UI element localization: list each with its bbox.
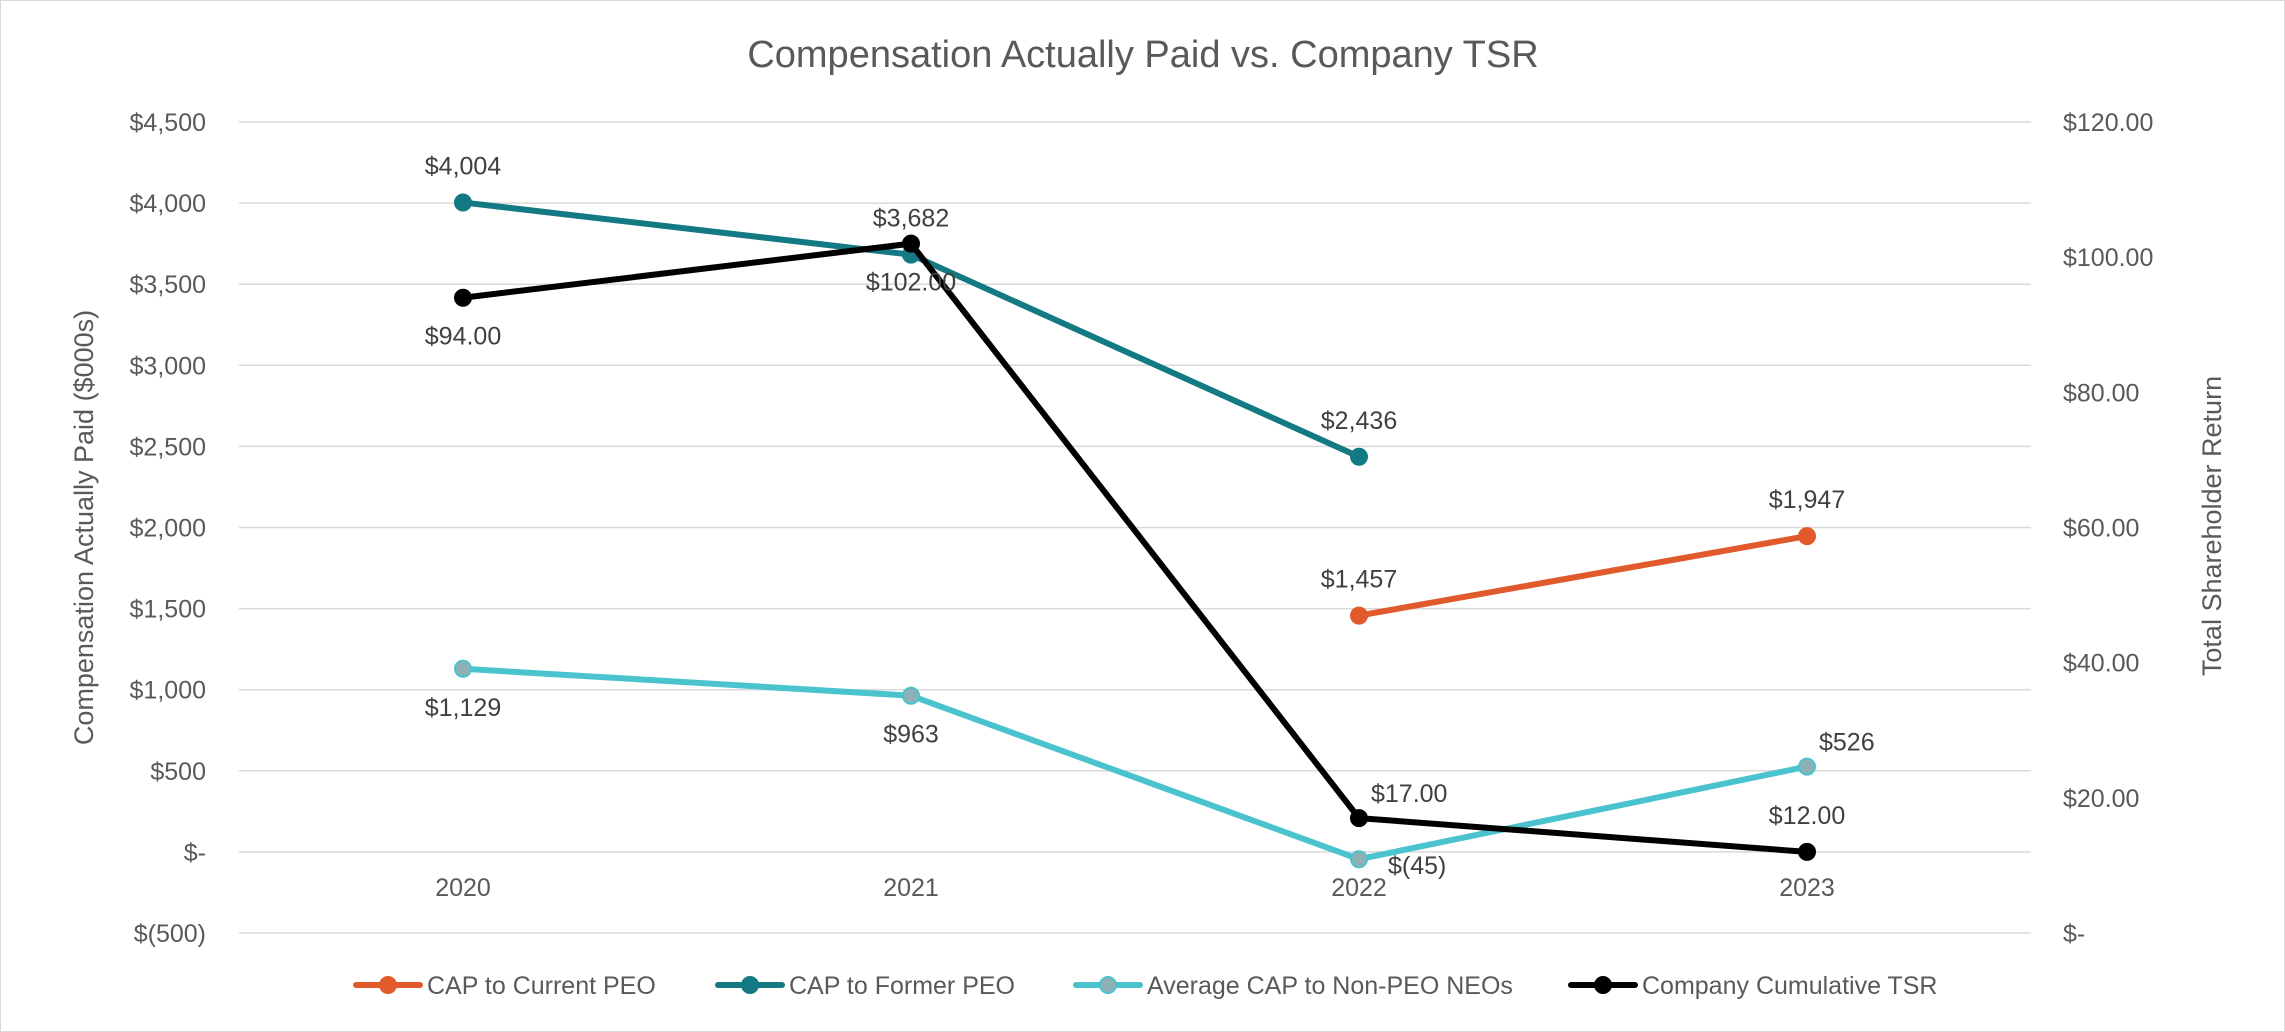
data-label: $1,457: [1321, 566, 1397, 594]
right-tick-label: $120.00: [2063, 109, 2153, 137]
left-axis-title: Compensation Actually Paid ($000s): [69, 310, 99, 745]
legend-marker-2: [1099, 976, 1117, 994]
left-tick-label: $1,500: [130, 596, 206, 624]
left-tick-label: $4,500: [130, 109, 206, 137]
data-point: [1798, 757, 1816, 776]
legend-marker-0: [379, 976, 397, 994]
data-label: $94.00: [425, 323, 501, 351]
right-tick-label: $80.00: [2063, 379, 2139, 407]
data-label: $3,682: [873, 205, 949, 233]
legend-marker-1: [741, 976, 759, 994]
data-label: $963: [883, 721, 939, 749]
left-tick-label: $500: [150, 758, 206, 786]
data-label: $102.00: [866, 269, 956, 297]
series-line-2: [460, 665, 1810, 863]
x-tick-label: 2022: [1331, 874, 1387, 902]
data-label: $1,129: [425, 694, 501, 722]
right-tick-label: $20.00: [2063, 785, 2139, 813]
series-lines: [454, 193, 1816, 869]
left-tick-label: $3,000: [130, 352, 206, 380]
data-point: [1798, 527, 1816, 546]
data-point: [902, 234, 920, 253]
right-axis-title: Total Shareholder Return: [2197, 376, 2227, 676]
chart-title: Compensation Actually Paid vs. Company T…: [747, 34, 1538, 76]
left-tick-label: $3,500: [130, 271, 206, 299]
data-point: [902, 686, 920, 705]
series-line-0: [1356, 533, 1810, 619]
data-point: [454, 659, 472, 678]
data-label: $4,004: [425, 152, 502, 180]
axes: $4,500 $4,000 $3,500 $3,000 $2,500 $2,000 $1,5…: [69, 109, 2227, 948]
left-tick-label: $1,000: [130, 677, 206, 705]
right-tick-label: $40.00: [2063, 650, 2139, 678]
data-label: $12.00: [1769, 802, 1845, 830]
legend-marker-3: [1594, 976, 1612, 994]
data-label: $(45): [1388, 852, 1446, 880]
left-tick-label: $4,000: [130, 190, 206, 218]
right-tick-label: $100.00: [2063, 244, 2153, 272]
data-labels: $1,457 $1,947 $4,004 $3,682 $2,436 $1,129 $963…: [425, 152, 1875, 880]
data-label: $2,436: [1321, 407, 1397, 435]
legend-label: CAP to Current PEO: [427, 972, 656, 1000]
x-tick-label: 2020: [435, 874, 491, 902]
legend-label: CAP to Former PEO: [789, 972, 1015, 1000]
data-label: $17.00: [1371, 780, 1447, 808]
left-tick-label: $2,000: [130, 515, 206, 543]
right-tick-label: $-: [2063, 920, 2085, 948]
legend-label: Average CAP to Non-PEO NEOs: [1147, 972, 1513, 1000]
right-tick-label: $60.00: [2063, 515, 2139, 543]
data-point: [1350, 809, 1368, 828]
data-label: $1,947: [1769, 486, 1845, 514]
data-point: [1798, 842, 1816, 861]
data-point: [1350, 606, 1368, 625]
legend: CAP to Current PEO CAP to Former PEO Avera…: [353, 972, 1937, 1000]
x-tick-label: 2023: [1779, 874, 1835, 902]
left-tick-label: $2,500: [130, 433, 206, 461]
data-label: $526: [1819, 729, 1875, 757]
data-point: [1350, 447, 1368, 466]
legend-label: Company Cumulative TSR: [1642, 972, 1937, 1000]
x-tick-label: 2021: [883, 874, 939, 902]
data-point: [454, 288, 472, 307]
left-tick-label: $-: [184, 839, 206, 867]
series-line-3: [460, 240, 1810, 855]
data-point: [1350, 850, 1368, 869]
data-point: [454, 193, 472, 212]
left-tick-label: $(500): [134, 920, 206, 948]
